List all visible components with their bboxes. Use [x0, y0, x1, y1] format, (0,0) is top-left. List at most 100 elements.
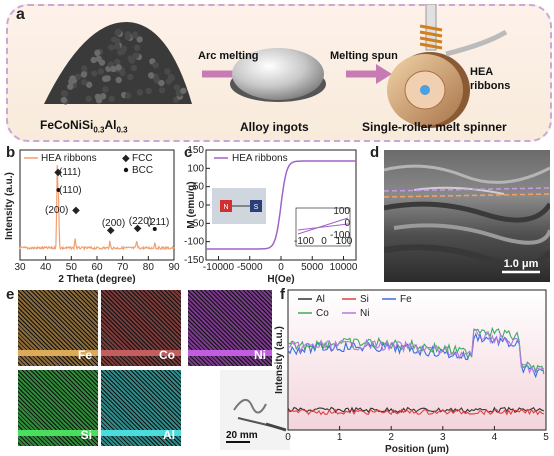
scan-series-si — [287, 408, 545, 416]
powder-particle — [62, 90, 69, 97]
xrd-tick-label: 40 — [40, 262, 52, 273]
powder-particle — [99, 93, 107, 100]
mh-y-tick-label: 100 — [187, 163, 204, 174]
powder-particle — [114, 58, 121, 66]
powder-particle — [114, 29, 121, 36]
arrow2-label: Melting spun — [330, 50, 398, 62]
magnet-photo: N S — [212, 188, 266, 224]
eds-map-stripe — [188, 350, 272, 356]
sem-scale-label: 1.0 μm — [504, 258, 539, 270]
xrd-peak-label: (211) — [147, 217, 170, 228]
fcc-peak-marker: ◆ — [134, 223, 142, 234]
mh-x-tick-label: 10000 — [330, 262, 358, 273]
eds-map-fe: Fe — [18, 290, 98, 366]
fcc-key: FCC — [132, 153, 153, 164]
mh-x-axis-label: H(Oe) — [267, 274, 294, 284]
powder-particle — [130, 64, 138, 72]
line-scan-chart: 0 1 2 3 4 5 Al Si Fe Co Ni Position (μm) Intensit… — [274, 289, 549, 455]
powder-particle — [107, 44, 115, 51]
bcc-key: BCC — [132, 165, 153, 176]
mh-x-tick-label: -5000 — [237, 262, 263, 273]
powder-particle — [133, 44, 141, 52]
fcc-peak-marker: ◆ — [72, 205, 80, 216]
fcc-key-icon: ◆ — [122, 153, 130, 164]
melt-spinner-icon — [387, 4, 508, 128]
powder-particle — [180, 87, 187, 94]
xrd-peak-label: (110) — [59, 185, 82, 196]
powder-particle — [124, 33, 131, 41]
eds-map-label: Fe — [77, 348, 92, 362]
inset-y-tick-label: 0 — [344, 218, 350, 229]
eds-map-label: Co — [159, 348, 175, 362]
bcc-peak-marker — [56, 188, 61, 192]
scan-legend-label: Fe — [400, 294, 412, 305]
inset-x-tick-label: 100 — [336, 236, 353, 247]
powder-particle — [124, 92, 132, 99]
powder-particle — [158, 87, 166, 94]
panel-e-label: e — [6, 286, 15, 303]
ribbon-label-2: ribbons — [470, 80, 511, 92]
ribbon-label-1: HEA — [470, 66, 494, 78]
interface-line-top — [384, 187, 550, 192]
powder-particle — [131, 32, 138, 39]
powder-particle — [110, 65, 117, 73]
ingot-icon — [230, 48, 326, 102]
powder-particle — [60, 96, 68, 104]
xrd-tick-label: 80 — [143, 262, 155, 273]
powder-particle — [95, 97, 103, 104]
xrd-tick-label: 50 — [66, 262, 78, 273]
powder-particle — [145, 87, 152, 95]
powder-particle — [85, 81, 93, 88]
mh-x-tick-label: 0 — [278, 262, 284, 273]
powder-particle — [69, 75, 76, 82]
powder-particle — [136, 89, 144, 96]
powder-particle — [153, 77, 160, 84]
xrd-peak-label: (220) — [129, 216, 152, 227]
powder-particle — [90, 56, 97, 64]
powder-particle — [136, 36, 143, 43]
powder-particle — [80, 78, 88, 86]
powder-particle — [128, 57, 136, 64]
powder-particle — [74, 73, 82, 80]
powder-pile-icon — [44, 22, 192, 105]
mh-x-tick-label: 5000 — [301, 262, 324, 273]
powder-particle — [113, 43, 121, 50]
xrd-line — [19, 164, 175, 252]
ingot-caption: Alloy ingots — [240, 120, 309, 134]
arrow-icon — [346, 64, 392, 84]
xrd-tick-label: 90 — [168, 262, 180, 273]
panel-a-graphics — [44, 4, 508, 128]
scan-y-axis-label: Intensity (a.u.) — [274, 326, 285, 394]
scan-tick-label: 2 — [388, 432, 394, 443]
eds-map-stripe — [101, 430, 181, 436]
scan-tick-label: 4 — [492, 432, 498, 443]
scan-legend-label: Co — [316, 308, 329, 319]
powder-particle — [108, 95, 115, 102]
scan-series-fe — [287, 331, 544, 379]
powder-particle — [80, 71, 88, 78]
xrd-x-axis-label: 2 Theta (degree) — [58, 274, 135, 284]
fcc-peak-marker: ◆ — [107, 225, 115, 236]
magnet-north — [220, 200, 232, 212]
alloy-formula: FeCoNiSi0.3Al0.3 — [40, 118, 128, 135]
powder-particle — [132, 52, 140, 59]
scan-x-axis-label: Position (μm) — [385, 444, 449, 455]
panel-d-label: d — [370, 144, 380, 161]
powder-particle — [127, 73, 134, 81]
inset-x-tick-label: -100 — [294, 236, 314, 247]
spinner-caption: Single-roller melt spinner — [362, 120, 507, 134]
powder-particle — [115, 64, 122, 71]
scan-legend-label: Si — [360, 294, 369, 305]
xrd-peak-label: (200) — [102, 218, 125, 229]
scan-tick-label: 5 — [543, 432, 549, 443]
eds-map-label: Si — [80, 428, 92, 442]
mh-legend: HEA ribbons — [232, 153, 288, 164]
powder-particle — [152, 61, 159, 69]
powder-particle — [95, 55, 102, 63]
xrd-tick-label: 70 — [117, 262, 129, 273]
scan-tick-label: 0 — [285, 432, 291, 443]
ribbon-photo: 20 mm — [220, 370, 290, 450]
eds-map-al: Al — [101, 370, 181, 446]
mh-y-axis-label: M (emu/g) — [186, 181, 197, 228]
